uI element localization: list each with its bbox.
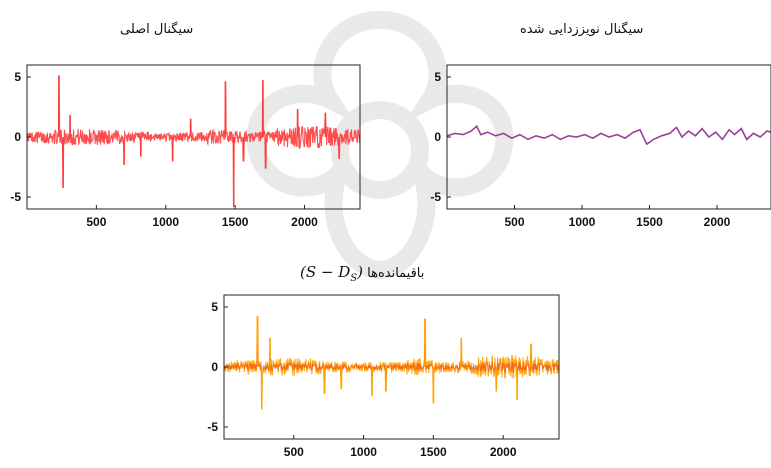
residuals-chart-group: -5 0 5 500 1000 1500 2000 xyxy=(207,294,560,459)
residuals-ytick-label-0: 0 xyxy=(211,360,218,374)
original-xtick-label-2000: 2000 xyxy=(291,215,318,229)
original-chart-group: -5 0 5 500 1000 1500 2000 xyxy=(10,64,361,229)
residuals-series-line xyxy=(224,316,559,410)
denoised-xtick-label-2000: 2000 xyxy=(704,215,731,229)
residuals-label: باقیمانده‌ها xyxy=(367,266,425,281)
denoised-xtick-label-500: 500 xyxy=(504,215,524,229)
residuals-xtick-label-1500: 1500 xyxy=(420,445,447,459)
denoised-ytick-label-5: 5 xyxy=(434,70,441,84)
denoised-chart-group: -5 0 5 500 1000 1500 2000 xyxy=(430,64,771,229)
residuals-plot-area xyxy=(224,316,559,410)
original-ytick-label-5: 5 xyxy=(14,70,21,84)
original-signal-title: سیگنال اصلی xyxy=(120,22,194,37)
denoised-ytick-label-0: 0 xyxy=(434,130,441,144)
residuals-title: (S − DS) باقیمانده‌ها xyxy=(300,263,424,284)
residuals-overlay-line xyxy=(224,342,559,388)
denoised-xtick-label-1000: 1000 xyxy=(569,215,596,229)
original-xtick-label-1000: 1000 xyxy=(152,215,179,229)
denoised-series-line xyxy=(447,124,771,146)
residuals-ytick-label--5: -5 xyxy=(207,420,218,434)
residuals-ytick-label-5: 5 xyxy=(211,300,218,314)
denoised-plot-area xyxy=(447,124,771,146)
original-plot-area xyxy=(27,75,360,208)
original-xtick-label-500: 500 xyxy=(86,215,106,229)
residuals-xtick-label-500: 500 xyxy=(284,445,304,459)
original-xtick-label-1500: 1500 xyxy=(222,215,249,229)
original-ytick-label-0: 0 xyxy=(14,130,21,144)
original-ytick-label--5: -5 xyxy=(10,190,21,204)
denoised-signal-title: سیگنال نویززدایی شده xyxy=(520,22,644,37)
residuals-xtick-label-1000: 1000 xyxy=(350,445,377,459)
denoised-xtick-label-1500: 1500 xyxy=(636,215,663,229)
residuals-formula: (S − DS) xyxy=(300,263,363,284)
original-series-line xyxy=(27,75,360,208)
denoised-ytick-label--5: -5 xyxy=(430,190,441,204)
residuals-xtick-label-2000: 2000 xyxy=(490,445,517,459)
